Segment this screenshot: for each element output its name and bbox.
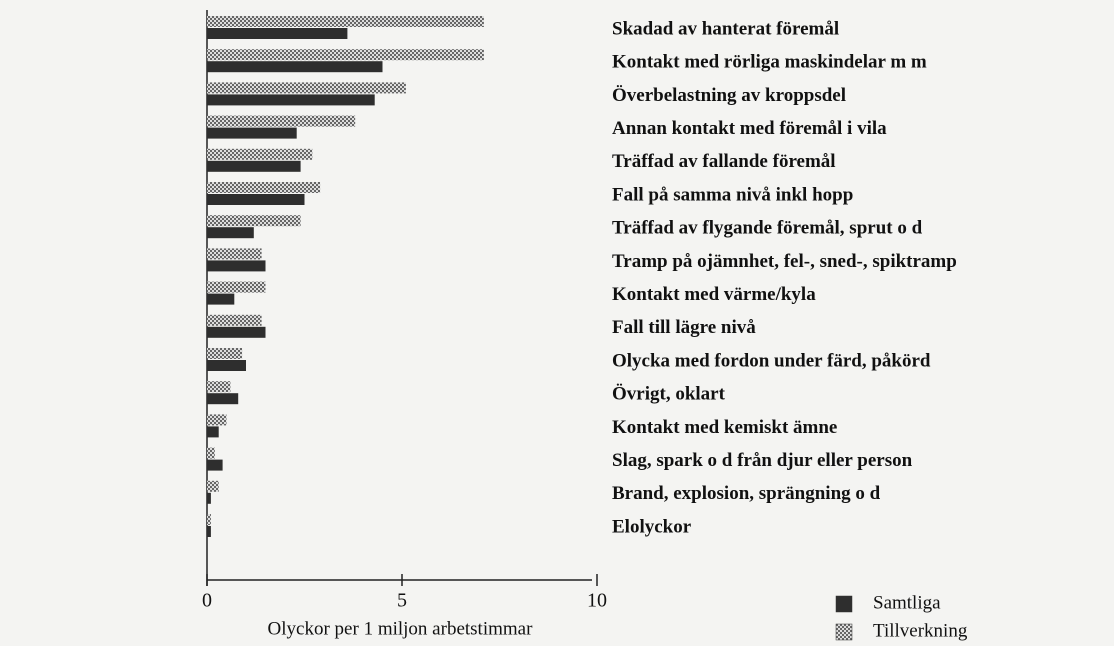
bar	[207, 293, 235, 305]
category-label: Fall till lägre nivå	[612, 317, 756, 338]
bar	[207, 82, 406, 94]
bar	[207, 348, 243, 359]
category-label: Slag, spark o d från djur eller person	[612, 450, 913, 471]
bar	[207, 16, 484, 27]
legend-label: Tillverkning	[873, 620, 968, 641]
bar	[207, 480, 219, 492]
bar	[207, 414, 227, 426]
bar	[207, 227, 254, 239]
x-tick-label: 5	[397, 590, 407, 612]
bar	[207, 182, 321, 193]
category-label: Kontakt med rörliga maskindelar m m	[612, 52, 927, 73]
bar	[207, 447, 215, 459]
bar	[207, 514, 211, 525]
x-tick-label: 0	[202, 590, 212, 612]
category-label: Träffad av fallande föremål	[612, 151, 836, 172]
bar	[207, 94, 375, 106]
category-label: Skadad av hanterat föremål	[612, 18, 839, 39]
legend-label: Samtliga	[873, 592, 941, 613]
bar	[207, 360, 246, 371]
legend-swatch	[835, 623, 853, 641]
category-label: Fall på samma nivå inkl hopp	[612, 184, 853, 205]
bar	[207, 215, 301, 227]
bar	[207, 526, 211, 537]
category-label: Annan kontakt med föremål i vila	[612, 118, 887, 139]
bar	[207, 426, 219, 438]
bar	[207, 492, 211, 504]
bar	[207, 393, 239, 405]
bar	[207, 160, 301, 172]
bar	[207, 194, 305, 205]
bar	[207, 314, 262, 326]
bar	[207, 28, 348, 39]
category-label: Kontakt med värme/kyla	[612, 284, 816, 305]
category-label: Kontakt med kemiskt ämne	[612, 417, 837, 438]
category-label: Överbelastning av kroppsdel	[612, 85, 846, 106]
bar	[207, 260, 266, 272]
bar	[207, 127, 297, 139]
bar	[207, 115, 356, 127]
bar	[207, 148, 313, 160]
x-axis-label: Olyckor per 1 miljon arbetstimmar	[268, 618, 534, 639]
bar	[207, 61, 383, 73]
legend-swatch	[835, 595, 853, 613]
bar	[207, 281, 266, 293]
category-label: Träffad av flygande föremål, sprut o d	[612, 218, 923, 239]
bar	[207, 248, 262, 260]
bar	[207, 459, 223, 471]
category-label: Övrigt, oklart	[612, 384, 726, 405]
bar	[207, 49, 484, 61]
bar	[207, 326, 266, 338]
category-label: Tramp på ojämnhet, fel-, sned-, spiktram…	[612, 251, 957, 272]
category-label: Brand, explosion, sprängning o d	[612, 483, 881, 504]
x-tick-label: 10	[587, 590, 607, 612]
category-label: Elolyckor	[612, 516, 692, 537]
bar	[207, 381, 231, 393]
category-label: Olycka med fordon under färd, påkörd	[612, 350, 931, 371]
